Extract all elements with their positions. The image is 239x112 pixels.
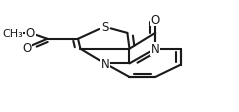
Text: S: S bbox=[101, 21, 108, 34]
Text: O: O bbox=[26, 27, 35, 40]
Text: O: O bbox=[22, 42, 31, 55]
Text: O: O bbox=[151, 14, 160, 27]
Text: N: N bbox=[151, 43, 160, 56]
Text: N: N bbox=[101, 57, 109, 70]
Text: CH₃: CH₃ bbox=[2, 29, 23, 39]
